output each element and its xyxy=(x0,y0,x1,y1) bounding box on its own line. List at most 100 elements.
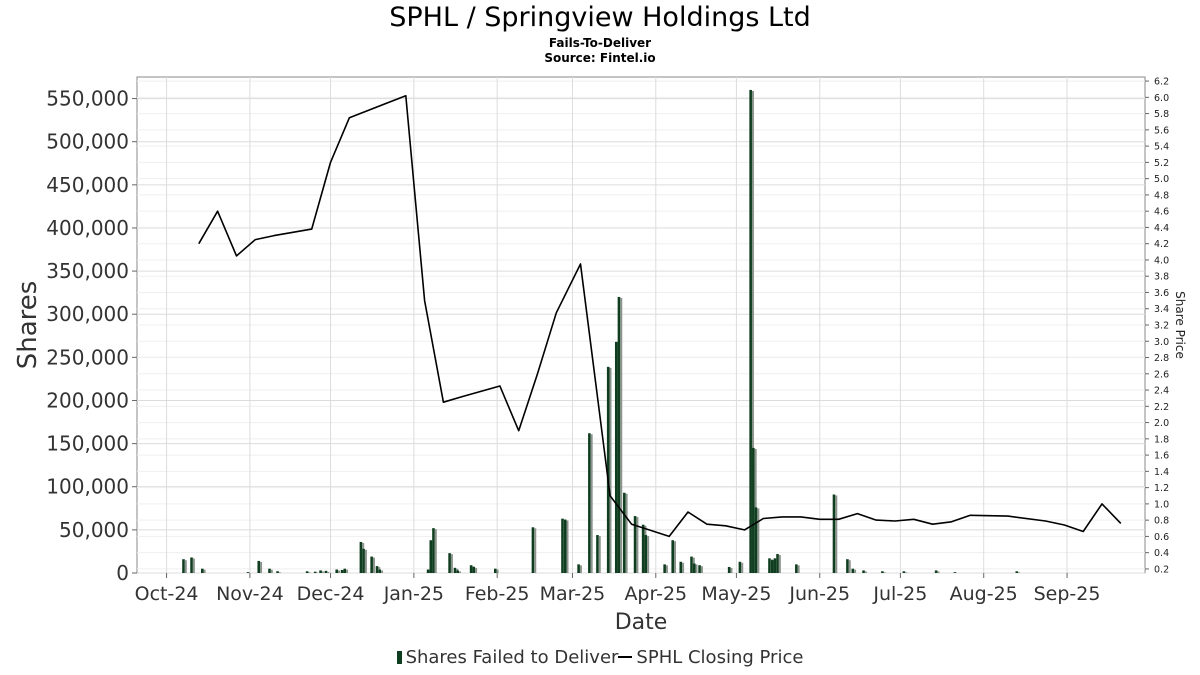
ftd-bar-side xyxy=(364,549,367,573)
ftd-bar xyxy=(456,570,459,573)
legend-bar-swatch xyxy=(396,651,402,664)
y2-tick-label: 3.0 xyxy=(1154,337,1169,348)
y2-tick-label: 5.6 xyxy=(1154,125,1169,136)
y2-tick-label: 1.8 xyxy=(1154,434,1169,445)
x-tick-label: Jul-25 xyxy=(872,583,927,605)
y2-tick-label: 2.2 xyxy=(1154,402,1169,413)
ftd-bar xyxy=(448,553,451,573)
ftd-bar xyxy=(934,570,938,573)
y-tick-label: 250,000 xyxy=(46,345,129,369)
ftd-bar xyxy=(432,528,435,573)
y-tick-label: 550,000 xyxy=(46,87,129,111)
chart-source: Source: Fintel.io xyxy=(544,51,656,65)
y-tick-label: 400,000 xyxy=(46,216,129,240)
ftd-bar xyxy=(851,568,855,573)
ftd-bar xyxy=(276,571,279,573)
x-tick-label: Jan-25 xyxy=(383,583,444,605)
ftd-bar xyxy=(362,548,365,573)
ftd-bar-side xyxy=(496,569,499,573)
y2-tick-label: 6.2 xyxy=(1154,77,1169,88)
x-tick-label: Sep-25 xyxy=(1034,583,1101,605)
ftd-bar xyxy=(953,572,957,573)
ftd-bar-side xyxy=(1018,572,1021,573)
y2-tick-label: 4.4 xyxy=(1154,223,1169,234)
ftd-bar xyxy=(644,535,648,573)
ftd-bar-side xyxy=(835,495,838,573)
ftd-bar-side xyxy=(854,569,857,573)
x-tick-label: Feb-25 xyxy=(465,583,530,605)
y2-tick-label: 5.8 xyxy=(1154,109,1169,120)
x-tick-label: May-25 xyxy=(701,583,771,605)
y2-tick-label: 3.6 xyxy=(1154,288,1169,299)
ftd-bar xyxy=(378,569,382,573)
ftd-bar xyxy=(469,565,473,573)
ftd-bar xyxy=(768,558,771,573)
ftd-bar-side xyxy=(434,529,437,573)
ftd-bar xyxy=(531,527,535,573)
ftd-bar-side xyxy=(338,570,341,573)
y2-tick-label: 1.2 xyxy=(1154,483,1169,494)
y2-tick-label: 6.0 xyxy=(1154,93,1169,104)
ftd-bar xyxy=(335,569,339,573)
ftd-bar xyxy=(606,366,610,573)
y2-tick-label: 1.6 xyxy=(1154,451,1169,462)
y-tick-label: 450,000 xyxy=(46,173,129,197)
ftd-bar-side xyxy=(937,571,940,573)
ftd-bar-side xyxy=(730,567,733,573)
ftd-bar xyxy=(623,492,626,573)
ftd-bar xyxy=(426,569,430,573)
y-tick-label: 500,000 xyxy=(46,130,129,154)
ftd-bar xyxy=(690,556,693,573)
y2-tick-label: 4.8 xyxy=(1154,190,1169,201)
ftd-bar-side xyxy=(741,562,744,573)
ftd-bar-side xyxy=(598,536,601,573)
ftd-bar-side xyxy=(636,517,639,573)
ftd-bar xyxy=(832,494,836,573)
y2-tick-label: 0.2 xyxy=(1154,564,1169,575)
ftd-bar xyxy=(617,296,621,573)
ftd-bar-side xyxy=(620,297,623,573)
ftd-bar-side xyxy=(458,571,461,573)
y2-tick-label: 4.0 xyxy=(1154,255,1169,266)
y2-tick-label: 0.6 xyxy=(1154,532,1169,543)
legend-line-swatch xyxy=(618,656,633,658)
ftd-bar xyxy=(577,564,580,573)
ftd-bar-side xyxy=(625,493,628,573)
ftd-bar xyxy=(770,560,774,573)
ftd-bar xyxy=(561,518,564,573)
ftd-bar xyxy=(773,558,777,573)
ftd-bar xyxy=(375,566,379,573)
ftd-bar xyxy=(754,507,758,573)
ftd-bar xyxy=(614,341,618,573)
ftd-bar-side xyxy=(700,566,703,573)
y2-tick-label: 0.4 xyxy=(1154,548,1169,559)
ftd-bar-side xyxy=(647,536,650,573)
ftd-bar xyxy=(246,572,250,573)
fails-to-deliver-chart: 0 50,000 100,000 150,000 200,000 250,000 300,0… xyxy=(13,76,1187,635)
y2-tick-label: 1.0 xyxy=(1154,499,1169,510)
ftd-bar xyxy=(343,568,347,573)
ftd-bar-side xyxy=(203,569,206,573)
x-tick-label: Mar-25 xyxy=(540,583,606,605)
y2-axis-title: Share Price xyxy=(1173,291,1187,359)
ftd-bar xyxy=(752,447,755,573)
ftd-bar xyxy=(795,564,798,573)
y2-tick-label: 3.8 xyxy=(1154,272,1169,283)
ftd-bar xyxy=(776,554,779,573)
y2-tick-label: 2.4 xyxy=(1154,386,1169,397)
y2-tick-label: 4.6 xyxy=(1154,207,1169,218)
ftd-bar xyxy=(738,561,742,573)
legend-bars-label: Shares Failed to Deliver xyxy=(405,647,619,668)
legend-line-label: SPHL Closing Price xyxy=(636,647,804,668)
ftd-bar xyxy=(182,559,185,573)
ftd-bar-side xyxy=(566,520,569,573)
ftd-bar xyxy=(313,571,317,573)
ftd-bar-side xyxy=(475,567,478,573)
y-tick-label: 50,000 xyxy=(59,518,129,542)
ftd-bar-side xyxy=(372,557,375,573)
ftd-bar-side xyxy=(590,434,593,573)
ftd-bar xyxy=(862,570,865,573)
x-tick-label: Jun-25 xyxy=(788,583,850,605)
ftd-bar-side xyxy=(883,572,886,573)
ftd-bar-side xyxy=(270,569,273,573)
